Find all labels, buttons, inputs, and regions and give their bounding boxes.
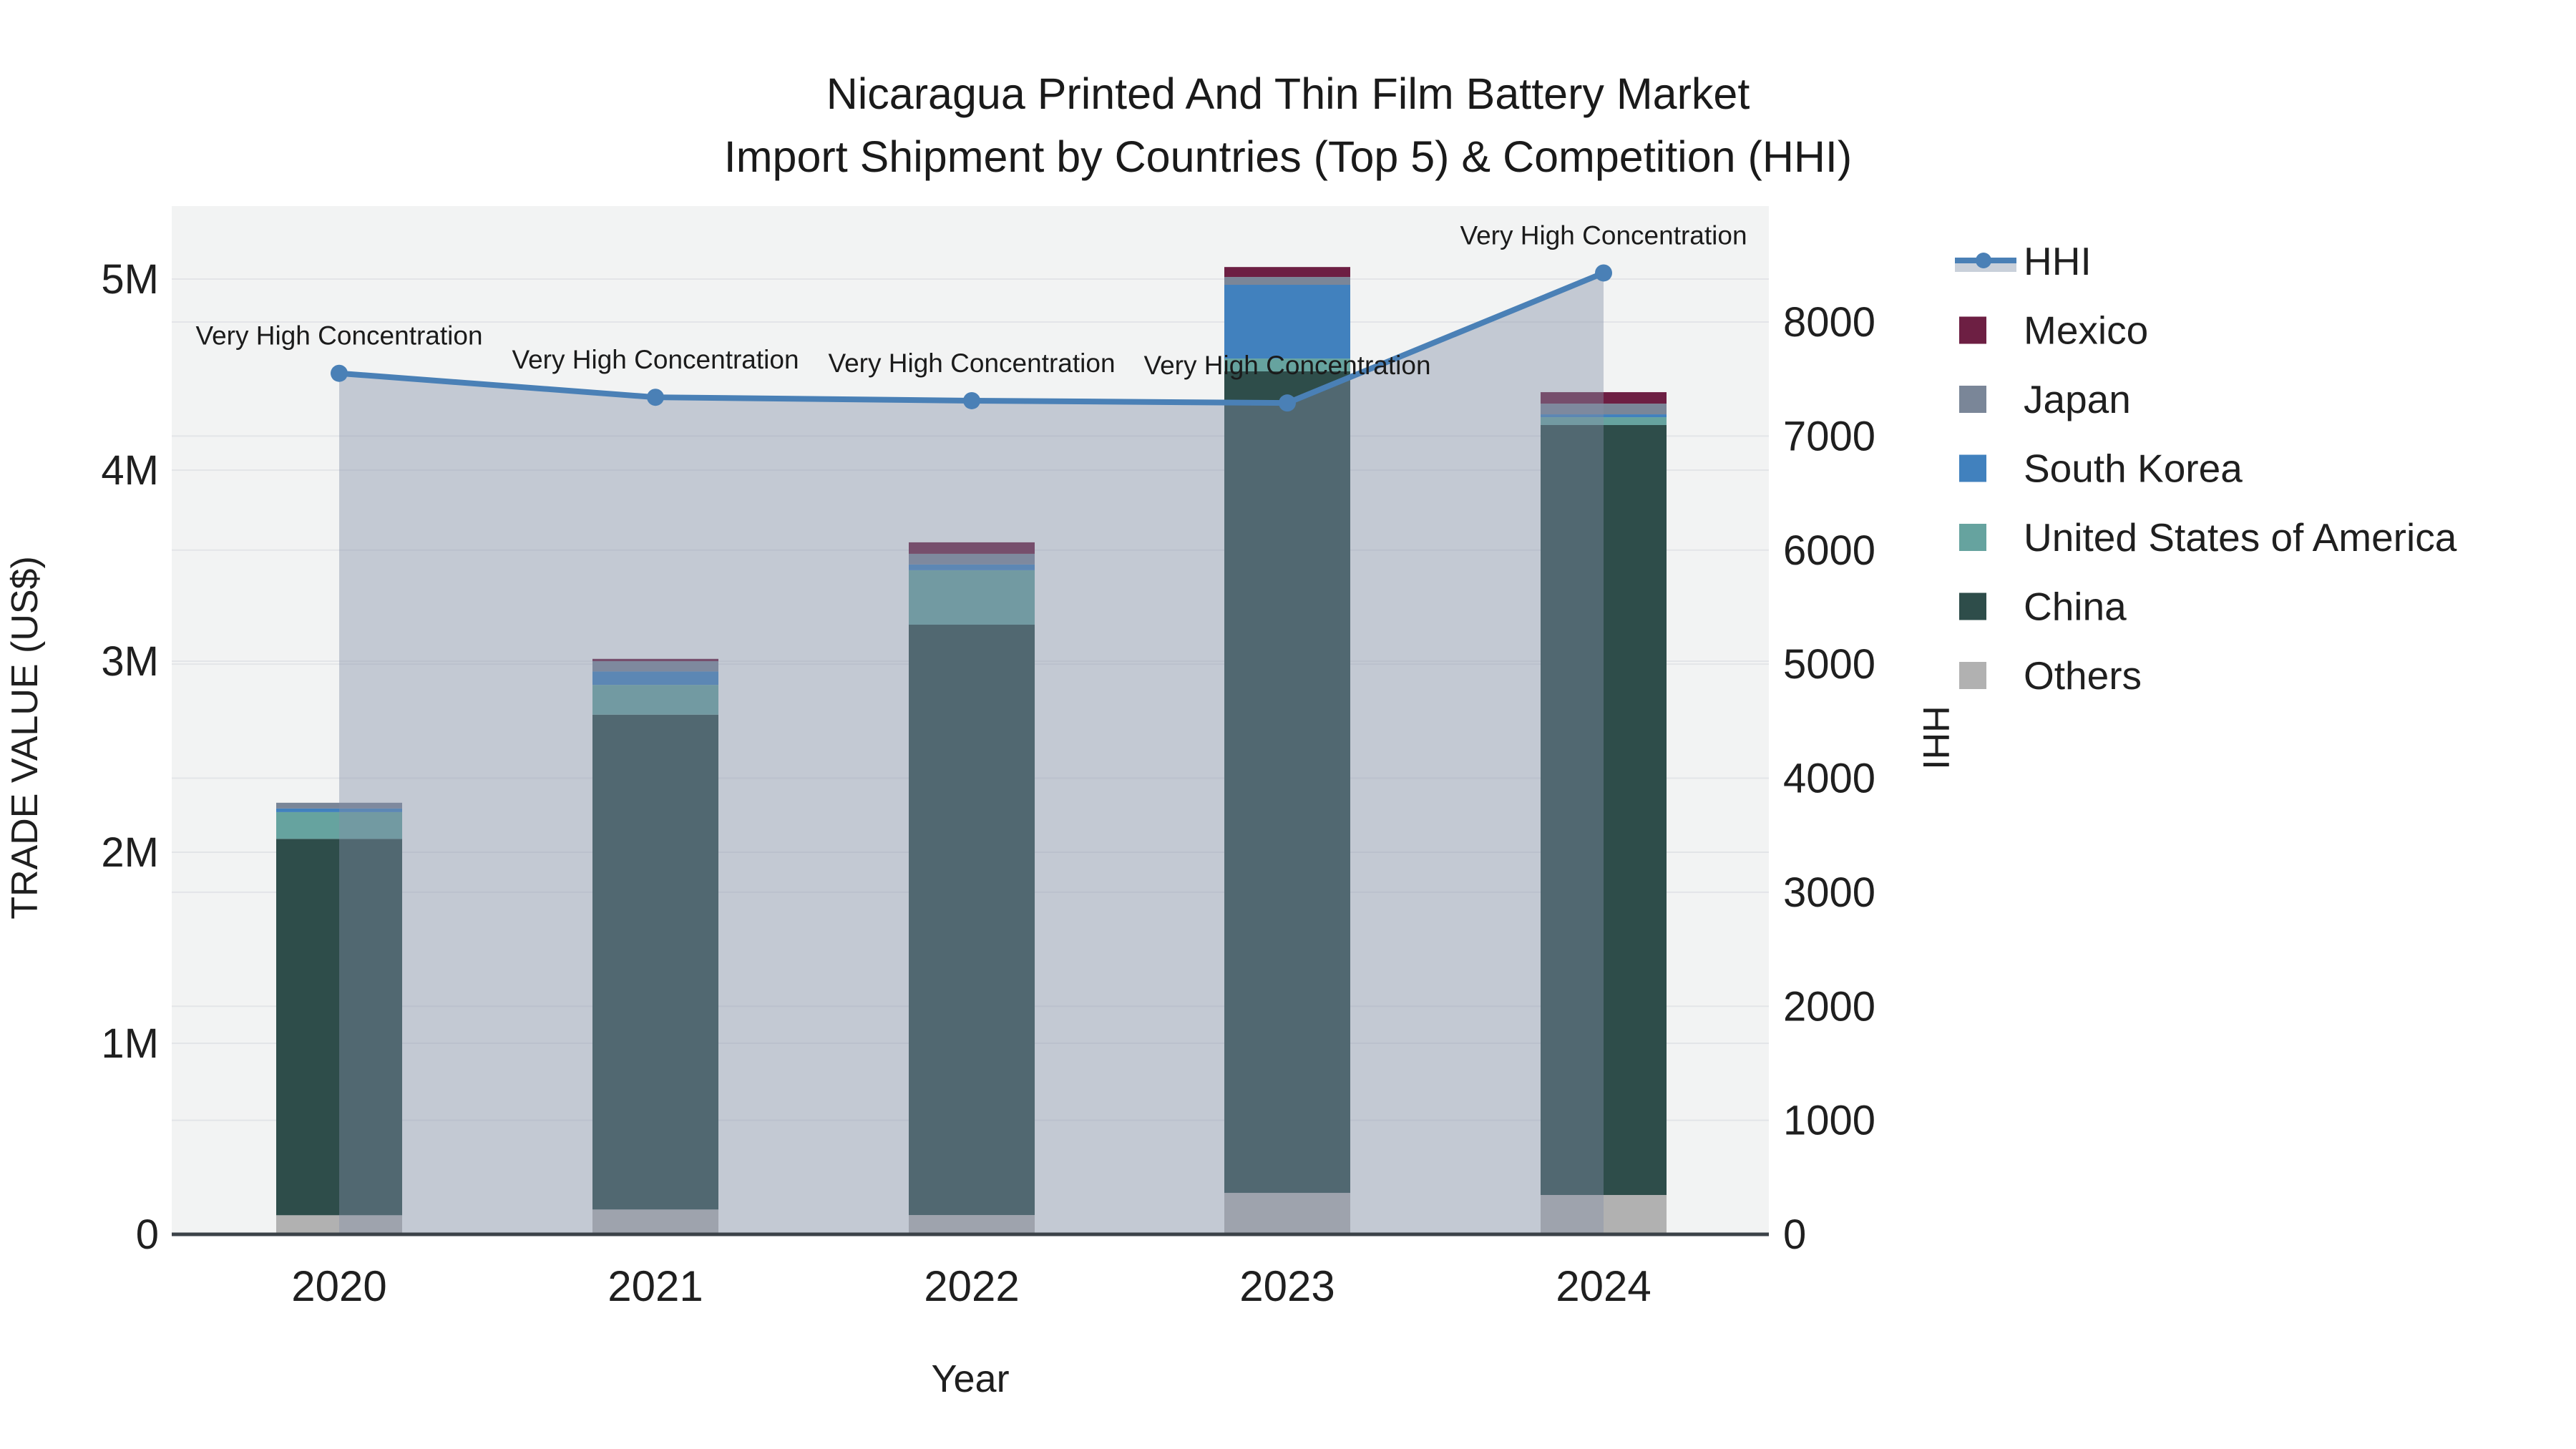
bar-segment-united-states-of-america-2020[interactable] <box>276 811 402 839</box>
annotation-2023: Very High Concentration <box>1143 351 1430 380</box>
x-tick-2020: 2020 <box>291 1262 386 1310</box>
y-left-tick: 5M <box>101 256 159 303</box>
hhi-point-2021[interactable] <box>647 389 664 406</box>
bar-segment-south-korea-2020[interactable] <box>276 808 402 812</box>
hhi-point-2024[interactable] <box>1595 264 1612 282</box>
bar-segment-united-states-of-america-2022[interactable] <box>909 570 1035 625</box>
hhi-point-2023[interactable] <box>1279 394 1296 412</box>
bar-segment-japan-2020[interactable] <box>276 802 402 809</box>
bar-segment-united-states-of-america-2024[interactable] <box>1541 417 1667 425</box>
y-right-axis-title: HHI <box>1915 706 1956 770</box>
y-right-tick: 8000 <box>1783 299 1875 346</box>
bar-segment-others-2023[interactable] <box>1224 1193 1350 1234</box>
bar-segment-south-korea-2021[interactable] <box>592 671 718 686</box>
hhi-point-2020[interactable] <box>331 364 348 382</box>
y-right-tick: 3000 <box>1783 869 1875 916</box>
annotation-2020: Very High Concentration <box>195 321 482 351</box>
bar-segment-others-2022[interactable] <box>909 1215 1035 1234</box>
y-left-tick: 1M <box>101 1020 159 1067</box>
legend-label: China <box>2024 585 2127 629</box>
bar-segment-others-2020[interactable] <box>276 1215 402 1234</box>
legend-swatch <box>1959 662 1986 689</box>
annotation-2021: Very High Concentration <box>512 345 799 374</box>
bar-segment-south-korea-2022[interactable] <box>909 564 1035 570</box>
bar-segment-south-korea-2024[interactable] <box>1541 414 1667 418</box>
bar-segment-united-states-of-america-2023[interactable] <box>1224 358 1350 371</box>
annotation-2022: Very High Concentration <box>828 348 1115 378</box>
hhi-point-2022[interactable] <box>963 391 980 409</box>
hhi-area <box>339 273 1604 1234</box>
x-tick-2021: 2021 <box>608 1262 703 1310</box>
bar-segment-mexico-2023[interactable] <box>1224 267 1350 278</box>
bar-segment-japan-2022[interactable] <box>909 553 1035 565</box>
bar-segment-mexico-2024[interactable] <box>1541 392 1667 404</box>
x-axis-title: Year <box>931 1357 1009 1400</box>
bar-segment-mexico-2021[interactable] <box>592 658 718 661</box>
legend-item-china[interactable]: China <box>1959 585 2127 629</box>
legend-label: Mexico <box>2024 308 2148 353</box>
legend-item-hhi[interactable]: HHI <box>1955 239 2092 283</box>
x-tick-2023: 2023 <box>1239 1262 1335 1310</box>
bar-segment-japan-2023[interactable] <box>1224 277 1350 286</box>
legend-label: Others <box>2024 653 2142 698</box>
bar-segment-others-2021[interactable] <box>592 1209 718 1234</box>
bar-segment-united-states-of-america-2021[interactable] <box>592 685 718 715</box>
legend-swatch <box>1959 386 1986 413</box>
bar-segment-china-2021[interactable] <box>592 714 718 1210</box>
legend-item-united-states-of-america[interactable]: United States of America <box>1959 515 2457 560</box>
legend-item-south-korea[interactable]: South Korea <box>1959 447 2243 491</box>
bar-segment-south-korea-2023[interactable] <box>1224 285 1350 359</box>
chart-title-line1: Nicaragua Printed And Thin Film Battery … <box>826 69 1750 118</box>
legend-label: Japan <box>2024 377 2131 421</box>
y-left-tick: 3M <box>101 638 159 685</box>
legend-swatch <box>1959 454 1986 482</box>
y-left-tick: 2M <box>101 829 159 876</box>
legend-label: HHI <box>2024 239 2092 283</box>
legend-label: United States of America <box>2024 515 2457 560</box>
bar-segment-china-2023[interactable] <box>1224 371 1350 1194</box>
chart-title-line2: Import Shipment by Countries (Top 5) & C… <box>724 132 1852 181</box>
legend-swatch <box>1959 592 1986 620</box>
legend-item-mexico[interactable]: Mexico <box>1959 308 2148 353</box>
x-tick-2022: 2022 <box>924 1262 1019 1310</box>
y-right-tick: 1000 <box>1783 1098 1875 1144</box>
y-right-tick: 5000 <box>1783 641 1875 688</box>
bar-segment-mexico-2022[interactable] <box>909 542 1035 554</box>
y-right-tick: 7000 <box>1783 413 1875 459</box>
legend-swatch <box>1959 316 1986 344</box>
bar-segment-japan-2024[interactable] <box>1541 404 1667 415</box>
y-right-tick: 0 <box>1783 1211 1806 1258</box>
y-left-tick: 4M <box>101 447 159 494</box>
legend-item-others[interactable]: Others <box>1959 653 2142 698</box>
legend-swatch <box>1959 524 1986 551</box>
bar-segment-china-2022[interactable] <box>909 625 1035 1216</box>
legend-label: South Korea <box>2024 447 2243 491</box>
bar-segment-china-2020[interactable] <box>276 839 402 1216</box>
bar-segment-japan-2021[interactable] <box>592 661 718 672</box>
y-right-tick: 2000 <box>1783 983 1875 1030</box>
hhi-marker-swatch <box>1976 253 1991 268</box>
y-left-tick: 0 <box>136 1211 159 1258</box>
legend-item-japan[interactable]: Japan <box>1959 377 2131 421</box>
x-tick-2024: 2024 <box>1556 1262 1651 1310</box>
y-left-axis-title: TRADE VALUE (US$) <box>4 556 46 919</box>
bar-segment-china-2024[interactable] <box>1541 424 1667 1195</box>
y-right-tick: 4000 <box>1783 756 1875 802</box>
y-right-tick: 6000 <box>1783 527 1875 574</box>
annotation-2024: Very High Concentration <box>1460 220 1747 250</box>
bar-segment-others-2024[interactable] <box>1541 1194 1667 1234</box>
